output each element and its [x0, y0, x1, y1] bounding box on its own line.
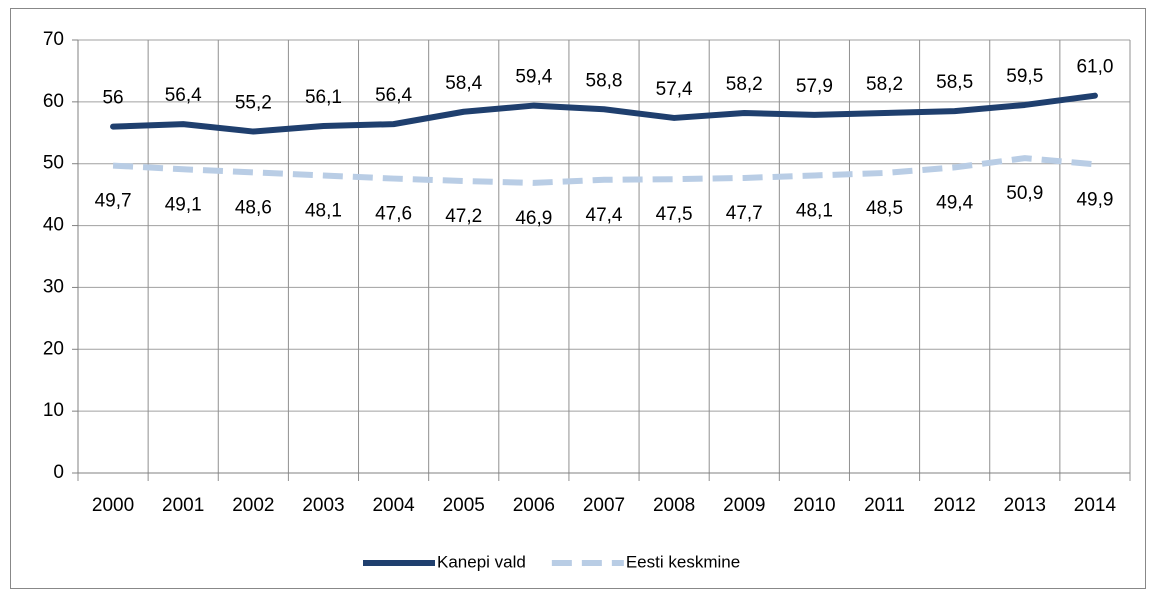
x-tick-label: 2000: [92, 495, 134, 516]
y-tick-label: 20: [43, 338, 64, 359]
data-label: 47,6: [375, 204, 412, 225]
data-label: 56,1: [305, 87, 342, 108]
data-label: 57,9: [796, 76, 833, 97]
y-tick-label: 10: [43, 400, 64, 421]
data-label: 47,7: [726, 203, 763, 224]
data-label: 47,2: [445, 206, 482, 227]
x-tick-label: 2014: [1074, 495, 1117, 516]
data-label: 58,4: [445, 73, 482, 94]
data-label: 47,4: [586, 205, 623, 226]
y-tick-label: 60: [43, 91, 64, 112]
data-label: 57,4: [656, 79, 693, 100]
legend-label: Eesti keskmine: [626, 552, 740, 571]
data-label: 58,2: [726, 74, 763, 95]
data-label: 58,5: [936, 72, 973, 93]
data-label: 58,2: [866, 74, 903, 95]
x-tick-label: 2009: [723, 495, 765, 516]
y-tick-label: 40: [43, 215, 64, 236]
data-label: 56,4: [165, 85, 202, 106]
x-tick-label: 2013: [1004, 495, 1046, 516]
y-tick-label: 70: [43, 29, 64, 50]
x-tick-label: 2003: [302, 495, 344, 516]
data-label: 59,4: [515, 67, 552, 88]
data-label: 46,9: [515, 208, 552, 229]
x-tick-label: 2008: [653, 495, 695, 516]
x-tick-label: 2007: [583, 495, 625, 516]
data-label: 56,4: [375, 85, 412, 106]
x-tick-label: 2002: [232, 495, 274, 516]
x-tick-label: 2001: [162, 495, 204, 516]
data-label: 49,7: [95, 191, 132, 212]
data-label: 47,5: [656, 204, 693, 225]
data-label: 55,2: [235, 93, 272, 114]
data-label: 56: [102, 88, 123, 109]
data-label: 59,5: [1006, 66, 1043, 87]
data-label: 61,0: [1076, 57, 1113, 78]
data-label: 50,9: [1006, 183, 1043, 204]
data-label: 58,8: [586, 70, 623, 91]
y-tick-label: 30: [43, 276, 64, 297]
x-tick-label: 2011: [864, 495, 905, 516]
data-label: 49,1: [165, 194, 202, 215]
data-label: 48,1: [305, 200, 342, 221]
data-label: 49,9: [1076, 189, 1113, 210]
series-line: [110, 92, 1098, 135]
data-label: 48,1: [796, 200, 833, 221]
legend-label: Kanepi vald: [437, 552, 526, 571]
x-tick-label: 2012: [934, 495, 976, 516]
x-tick-label: 2006: [513, 495, 555, 516]
series-line: [112, 155, 1096, 186]
y-tick-label: 0: [53, 462, 64, 483]
x-tick-label: 2005: [443, 495, 485, 516]
data-label: 49,4: [936, 192, 973, 213]
x-tick-label: 2004: [372, 495, 415, 516]
y-tick-label: 50: [43, 153, 64, 174]
data-label: 48,6: [235, 197, 272, 218]
x-tick-label: 2010: [793, 495, 835, 516]
data-label: 48,5: [866, 198, 903, 219]
